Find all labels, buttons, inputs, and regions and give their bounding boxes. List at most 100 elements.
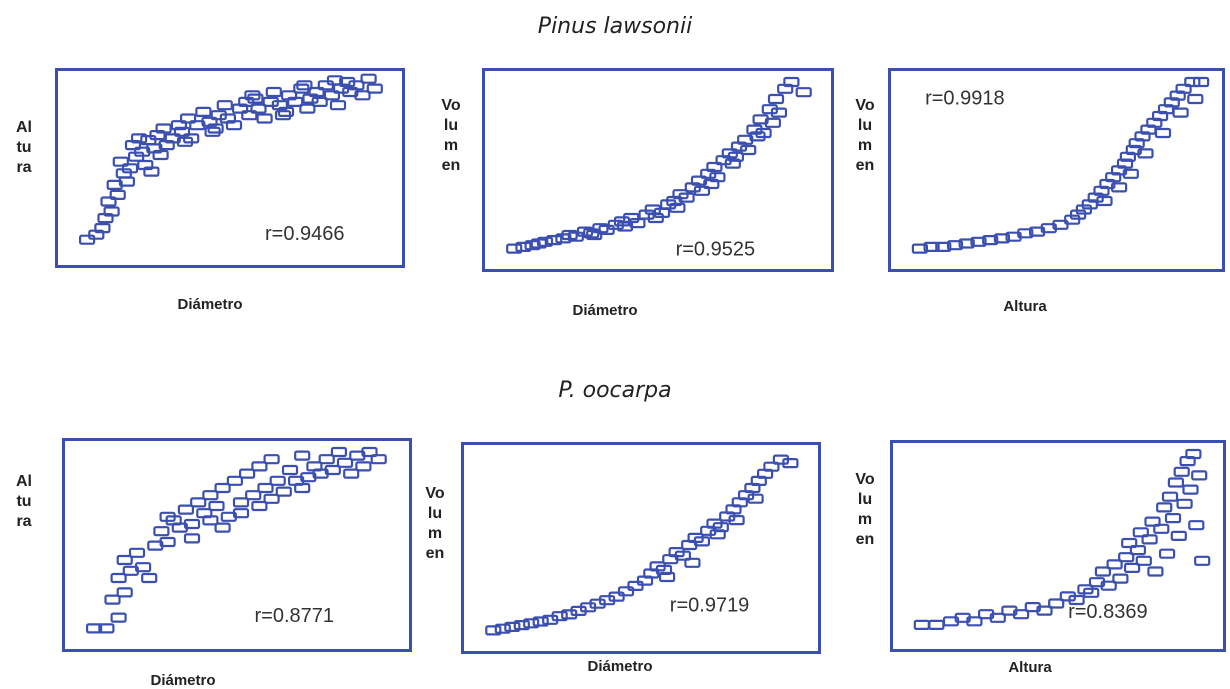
data-point	[1012, 609, 1030, 620]
data-point	[763, 461, 780, 472]
data-point	[970, 236, 987, 247]
data-point	[370, 454, 387, 465]
data-point	[1083, 587, 1100, 598]
data-point	[153, 526, 170, 537]
data-point	[669, 202, 686, 213]
data-point	[1106, 559, 1123, 570]
data-point	[263, 454, 280, 465]
data-point	[1194, 555, 1211, 566]
data-point	[103, 206, 120, 217]
data-point	[202, 515, 219, 526]
data-point	[299, 103, 316, 114]
data-point	[241, 110, 258, 121]
data-point	[308, 86, 325, 98]
data-point	[504, 621, 521, 632]
x-axis-label: Altura	[1008, 659, 1052, 676]
data-point	[245, 490, 262, 501]
data-point	[296, 80, 313, 91]
data-point	[958, 238, 975, 249]
data-point	[993, 233, 1011, 244]
data-point	[1132, 527, 1149, 538]
data-point	[583, 228, 600, 239]
data-point	[343, 468, 360, 479]
data-point	[323, 90, 340, 101]
data-point	[515, 241, 532, 252]
data-point	[1154, 127, 1172, 139]
scatter-plot-po-altura-diametro: r=0.8771	[62, 438, 412, 652]
data-point	[1137, 148, 1154, 159]
data-point	[86, 623, 103, 634]
data-point	[1116, 158, 1134, 169]
data-point	[170, 120, 188, 131]
data-point	[134, 562, 152, 573]
data-point	[109, 189, 126, 201]
data-point	[118, 176, 136, 187]
data-point	[1167, 477, 1184, 488]
data-point	[546, 235, 563, 246]
data-point	[551, 611, 568, 622]
data-point	[966, 616, 983, 627]
data-point	[1112, 573, 1129, 584]
data-point	[1156, 502, 1173, 513]
data-point	[513, 620, 530, 631]
x-axis-label: Diámetro	[572, 302, 638, 319]
data-point	[287, 96, 304, 107]
data-point	[251, 500, 268, 512]
data-point	[532, 616, 549, 627]
data-point	[1153, 523, 1170, 534]
data-point	[263, 493, 280, 504]
data-point	[913, 619, 930, 630]
data-point	[709, 529, 726, 540]
data-point	[1017, 228, 1034, 239]
data-point	[256, 113, 273, 124]
data-point	[1121, 537, 1138, 549]
data-point	[740, 144, 757, 156]
data-point	[244, 90, 261, 101]
data-point	[208, 500, 225, 512]
data-point	[647, 212, 664, 224]
data-point	[494, 623, 511, 634]
correlation-annotation: r=0.9719	[670, 595, 750, 617]
data-point	[795, 87, 812, 98]
data-point	[1193, 76, 1210, 88]
data-point	[275, 486, 292, 497]
data-point	[1164, 512, 1182, 524]
y-axis-label: Altura	[16, 473, 32, 530]
data-point	[617, 586, 635, 597]
data-point	[767, 93, 785, 105]
data-point	[179, 113, 197, 124]
group-title-pinus-lawsonii: Pinus lawsonii	[537, 14, 693, 39]
data-point	[294, 482, 311, 494]
data-point	[536, 236, 554, 247]
plot-frame	[888, 68, 1225, 272]
data-point	[1141, 534, 1158, 545]
data-point	[982, 235, 999, 246]
data-point	[143, 166, 160, 177]
data-point	[329, 100, 347, 111]
data-point	[1172, 107, 1189, 118]
data-point	[330, 446, 347, 458]
data-point	[1159, 548, 1176, 559]
data-point	[728, 514, 745, 526]
data-point	[232, 497, 250, 508]
data-point	[608, 591, 625, 602]
data-point	[159, 511, 176, 522]
scatter-plot-svg: r=0.9918	[888, 68, 1225, 272]
data-point	[110, 572, 127, 584]
data-point	[782, 458, 799, 469]
data-point	[1185, 448, 1202, 460]
scatter-plot-pl-altura-diametro: r=0.9466	[55, 68, 405, 268]
data-point	[506, 243, 523, 254]
data-point	[1068, 594, 1085, 606]
scatter-plot-po-volumen-altura: r=0.8369	[890, 440, 1226, 652]
data-point	[348, 80, 365, 91]
data-point	[1173, 466, 1190, 477]
data-point	[226, 475, 243, 486]
data-point	[678, 192, 695, 203]
data-point	[523, 618, 540, 629]
plot-frame	[55, 68, 405, 268]
data-point	[116, 587, 133, 598]
data-point	[173, 126, 191, 137]
data-point	[311, 96, 328, 107]
data-point	[684, 557, 701, 568]
